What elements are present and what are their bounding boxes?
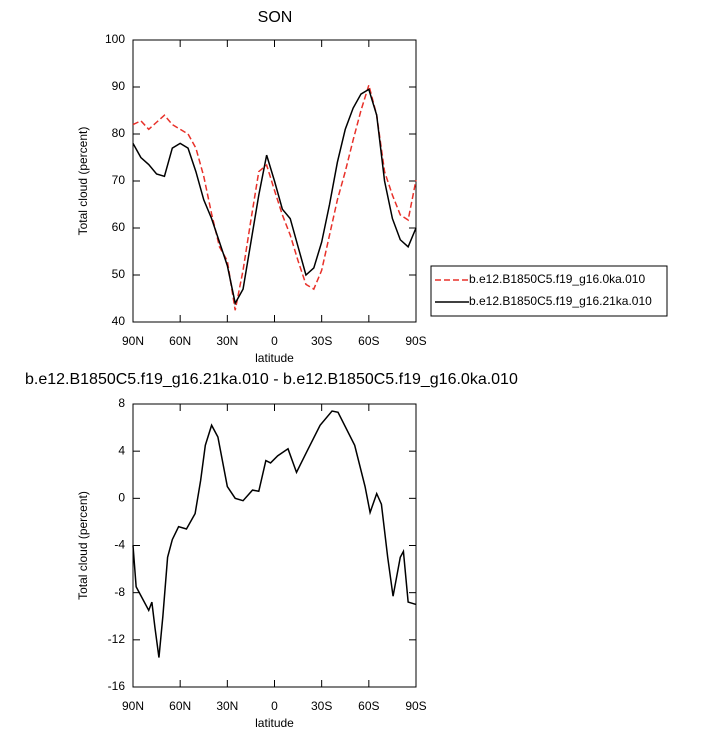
x-tick-label: 90N bbox=[122, 334, 144, 348]
data-line bbox=[132, 82, 417, 311]
chart-title: b.e12.B1850C5.f19_g16.21ka.010 - b.e12.B… bbox=[25, 371, 518, 388]
plot-frame bbox=[132, 403, 417, 688]
x-tick-label: 90S bbox=[405, 334, 426, 348]
y-tick-label: 8 bbox=[118, 396, 125, 410]
data-line bbox=[132, 410, 417, 658]
y-tick-label: 90 bbox=[112, 79, 126, 93]
x-tick-label: 0 bbox=[271, 699, 278, 713]
y-tick-label: 70 bbox=[112, 173, 126, 187]
chart-title: SON bbox=[258, 9, 293, 26]
y-tick-label: 50 bbox=[112, 267, 126, 281]
x-tick-label: 90N bbox=[122, 699, 144, 713]
x-axis-label: latitude bbox=[255, 716, 294, 730]
x-tick-label: 30S bbox=[311, 334, 332, 348]
y-tick-label: -4 bbox=[114, 538, 125, 552]
y-tick-label: 80 bbox=[112, 126, 126, 140]
y-axis-label: Total cloud (percent) bbox=[76, 127, 90, 236]
data-line bbox=[132, 88, 417, 306]
y-tick-label: 0 bbox=[118, 491, 125, 505]
x-tick-label: 30N bbox=[216, 699, 238, 713]
x-tick-label: 60S bbox=[358, 699, 379, 713]
y-tick-label: -16 bbox=[108, 679, 126, 693]
x-tick-label: 60N bbox=[169, 334, 191, 348]
y-tick-label: 60 bbox=[112, 220, 126, 234]
y-tick-label: -8 bbox=[114, 585, 125, 599]
x-axis-label: latitude bbox=[255, 351, 294, 365]
legend-label: b.e12.B1850C5.f19_g16.21ka.010 bbox=[469, 294, 652, 308]
y-tick-label: 100 bbox=[105, 32, 125, 46]
x-tick-label: 30N bbox=[216, 334, 238, 348]
x-tick-label: 60S bbox=[358, 334, 379, 348]
legend-box bbox=[430, 265, 668, 317]
x-tick-label: 0 bbox=[271, 334, 278, 348]
y-tick-label: 4 bbox=[118, 443, 125, 457]
x-tick-label: 60N bbox=[169, 699, 191, 713]
y-tick-label: -12 bbox=[108, 632, 126, 646]
legend-label: b.e12.B1850C5.f19_g16.0ka.010 bbox=[469, 272, 645, 286]
x-tick-label: 90S bbox=[405, 699, 426, 713]
y-axis-label: Total cloud (percent) bbox=[76, 491, 90, 600]
x-tick-label: 30S bbox=[311, 699, 332, 713]
y-tick-label: 40 bbox=[112, 314, 126, 328]
